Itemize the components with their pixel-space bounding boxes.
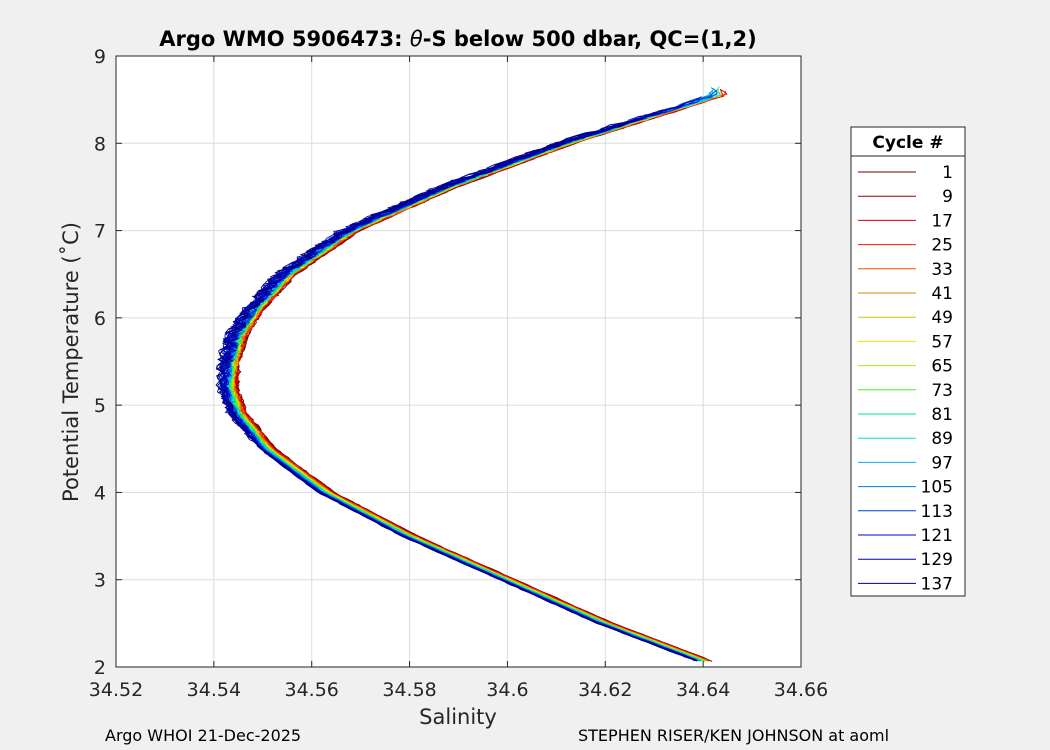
legend-label: 25 [931,236,953,256]
legend-box [850,126,966,597]
x-tick-label: 34.64 [676,679,730,701]
y-axis-ticks: 2 3 4 5 6 7 8 9 [94,46,801,679]
x-tick-label: 34.62 [578,679,632,701]
x-axis-ticks: 34.52 34.54 34.56 34.58 34.6 34.62 34.64 34.66 [89,56,828,701]
y-tick-label: 8 [94,133,106,155]
y-tick-label: 6 [94,308,106,330]
legend-label: 97 [931,453,953,473]
plot-area [116,56,801,667]
legend-label: 113 [921,502,953,522]
legend-label: 9 [942,187,953,207]
legend: Cycle # 1 9 17 25 33 41 49 57 65 73 81 89 97 105 113 12… [850,126,966,597]
footer-right: STEPHEN RISER/KEN JOHNSON at aoml [578,726,889,745]
legend-label: 121 [921,526,953,546]
legend-title: Cycle # [872,133,943,153]
legend-label: 129 [921,550,953,570]
legend-label: 57 [931,332,953,352]
legend-label: 33 [931,260,953,280]
legend-label: 89 [931,429,953,449]
legend-label: 49 [931,308,953,328]
x-axis-label: Salinity [419,705,497,729]
legend-label: 73 [931,381,953,401]
chart-title: Argo WMO 5906473: θ-S below 500 dbar, QC… [159,27,756,51]
y-tick-label: 2 [94,657,106,679]
grid [116,56,801,667]
y-tick-label: 4 [94,482,106,504]
x-tick-label: 34.6 [486,679,528,701]
x-tick-label: 34.66 [774,679,828,701]
profile-line [215,115,698,662]
plot-frame [115,55,802,668]
legend-items: 1 9 17 25 33 41 49 57 65 73 81 89 97 105 113 121 129 137 [858,163,953,594]
y-tick-label: 5 [94,395,106,417]
y-tick-label: 7 [94,221,106,243]
legend-label: 105 [921,478,953,498]
legend-label: 65 [931,357,953,377]
y-tick-label: 3 [94,570,106,592]
legend-label: 1 [942,163,953,183]
y-tick-label: 9 [94,46,106,68]
legend-label: 137 [921,574,953,594]
profile-lines [215,86,728,663]
x-tick-label: 34.52 [89,679,143,701]
legend-label: 41 [931,284,953,304]
x-tick-label: 34.56 [285,679,339,701]
x-tick-label: 34.54 [187,679,241,701]
footer-left: Argo WHOI 21-Dec-2025 [105,726,301,745]
legend-label: 81 [931,405,953,425]
legend-label: 17 [931,211,953,231]
y-axis-label: Potential Temperature (˚C) [59,222,83,502]
x-tick-label: 34.58 [382,679,436,701]
